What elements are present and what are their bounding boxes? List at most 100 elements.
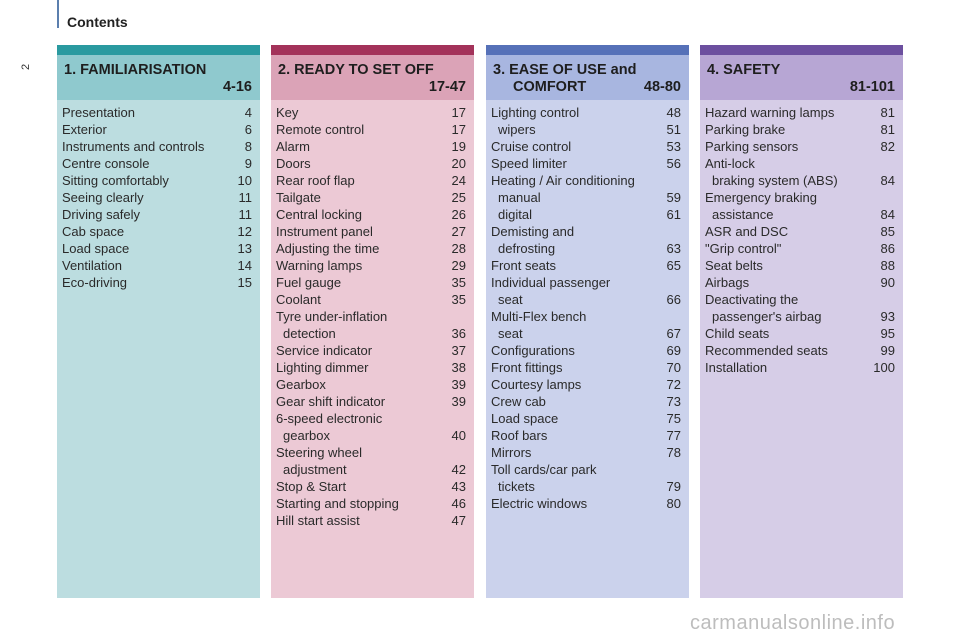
toc-entry[interactable]: Gear shift indicator 39	[276, 393, 466, 410]
toc-entry[interactable]: Parking brake 81	[705, 121, 895, 138]
toc-entry[interactable]: Sitting comfortably 10	[62, 172, 252, 189]
toc-entry[interactable]: braking system (ABS) 84	[705, 172, 895, 189]
toc-entry-label: Roof bars	[491, 428, 548, 443]
section-range: 4-16	[222, 79, 252, 95]
toc-entry-page: 20	[451, 156, 466, 171]
toc-entry[interactable]: Roof bars 77	[491, 427, 681, 444]
toc-entry[interactable]: Gearbox 39	[276, 376, 466, 393]
toc-entry[interactable]: defrosting 63	[491, 240, 681, 257]
toc-entry[interactable]: Remote control 17	[276, 121, 466, 138]
toc-entry[interactable]: passenger's airbag 93	[705, 308, 895, 325]
toc-entry[interactable]: Toll cards/car park	[491, 461, 681, 478]
toc-entry[interactable]: Centre console 9	[62, 155, 252, 172]
toc-entry[interactable]: digital 61	[491, 206, 681, 223]
toc-entry[interactable]: Steering wheel	[276, 444, 466, 461]
toc-entry[interactable]: Parking sensors 82	[705, 138, 895, 155]
toc-entry-label: Load space	[491, 411, 559, 426]
toc-entry-label: Deactivating the	[705, 292, 799, 307]
toc-entry[interactable]: Installation 100	[705, 359, 895, 376]
toc-entry[interactable]: Lighting dimmer 38	[276, 359, 466, 376]
toc-entry[interactable]: tickets 79	[491, 478, 681, 495]
toc-entry[interactable]: adjustment 42	[276, 461, 466, 478]
toc-entry[interactable]: 6-speed electronic	[276, 410, 466, 427]
toc-entry[interactable]: Starting and stopping 46	[276, 495, 466, 512]
section-header[interactable]: 3. EASE OF USE and COMFORT 48-80	[486, 55, 689, 100]
toc-entry-label: Presentation	[62, 105, 135, 120]
toc-entry[interactable]: Fuel gauge 35	[276, 274, 466, 291]
toc-entry-label: "Grip control"	[705, 241, 782, 256]
toc-entry[interactable]: seat 66	[491, 291, 681, 308]
toc-entry[interactable]: Load space 13	[62, 240, 252, 257]
toc-entry[interactable]: Service indicator 37	[276, 342, 466, 359]
toc-entry[interactable]: Instrument panel 27	[276, 223, 466, 240]
toc-entry[interactable]: Recommended seats 99	[705, 342, 895, 359]
toc-entry[interactable]: Key 17	[276, 104, 466, 121]
toc-entry[interactable]: assistance 84	[705, 206, 895, 223]
toc-entry[interactable]: Eco-driving 15	[62, 274, 252, 291]
toc-entry[interactable]: Front fittings 70	[491, 359, 681, 376]
toc-entry[interactable]: Child seats 95	[705, 325, 895, 342]
toc-entry[interactable]: Tailgate 25	[276, 189, 466, 206]
toc-entry[interactable]: manual 59	[491, 189, 681, 206]
toc-entry[interactable]: Airbags 90	[705, 274, 895, 291]
toc-entry-label: Cab space	[62, 224, 125, 239]
toc-entry[interactable]: Heating / Air conditioning	[491, 172, 681, 189]
toc-entry[interactable]: seat 67	[491, 325, 681, 342]
toc-entry[interactable]: Driving safely 11	[62, 206, 252, 223]
toc-entry-label: Child seats	[705, 326, 770, 341]
toc-entry-page: 38	[451, 360, 466, 375]
toc-entry[interactable]: Electric windows 80	[491, 495, 681, 512]
toc-entry[interactable]: Front seats 65	[491, 257, 681, 274]
toc-entry[interactable]: Individual passenger	[491, 274, 681, 291]
toc-entry[interactable]: wipers 51	[491, 121, 681, 138]
toc-entry[interactable]: Configurations 69	[491, 342, 681, 359]
toc-entry-label: Airbags	[705, 275, 750, 290]
toc-entry[interactable]: Emergency braking	[705, 189, 895, 206]
section-header[interactable]: 2. READY TO SET OFF 17-47	[271, 55, 474, 100]
toc-entry[interactable]: Coolant 35	[276, 291, 466, 308]
toc-entry-page: 6	[244, 122, 252, 137]
toc-entry[interactable]: Speed limiter 56	[491, 155, 681, 172]
toc-entry[interactable]: Tyre under-inflation	[276, 308, 466, 325]
toc-entry[interactable]: "Grip control" 86	[705, 240, 895, 257]
toc-entry[interactable]: Demisting and	[491, 223, 681, 240]
toc-entry[interactable]: Ventilation 14	[62, 257, 252, 274]
toc-entry[interactable]: Courtesy lamps 72	[491, 376, 681, 393]
toc-entry-page: 56	[666, 156, 681, 171]
section-items: Lighting control 48 wipers 51 Cruise control…	[486, 100, 689, 598]
toc-entry[interactable]: Warning lamps 29	[276, 257, 466, 274]
section-header[interactable]: 4. SAFETY 81-101	[700, 55, 903, 100]
toc-entry[interactable]: Adjusting the time 28	[276, 240, 466, 257]
toc-entry-label: Central locking	[276, 207, 362, 222]
toc-entry[interactable]: Cab space 12	[62, 223, 252, 240]
toc-entry[interactable]: Lighting control 48	[491, 104, 681, 121]
toc-entry[interactable]: ASR and DSC 85	[705, 223, 895, 240]
toc-entry[interactable]: Hazard warning lamps 81	[705, 104, 895, 121]
toc-entry[interactable]: Instruments and controls 8	[62, 138, 252, 155]
toc-entry[interactable]: Mirrors 78	[491, 444, 681, 461]
toc-entry-page: 11	[238, 190, 253, 205]
toc-entry[interactable]: Deactivating the	[705, 291, 895, 308]
section-items: Presentation 4 Exterior 6 Instruments and co…	[57, 100, 260, 598]
toc-entry[interactable]: Central locking 26	[276, 206, 466, 223]
toc-entry-label: adjustment	[283, 462, 347, 477]
toc-entry[interactable]: Seeing clearly 11	[62, 189, 252, 206]
toc-entry[interactable]: Hill start assist 47	[276, 512, 466, 529]
toc-entry[interactable]: Stop & Start 43	[276, 478, 466, 495]
toc-entry[interactable]: Rear roof flap 24	[276, 172, 466, 189]
toc-entry[interactable]: Exterior 6	[62, 121, 252, 138]
toc-entry[interactable]: Seat belts 88	[705, 257, 895, 274]
toc-entry[interactable]: Crew cab 73	[491, 393, 681, 410]
section-header[interactable]: 1. FAMILIARISATION 4-16	[57, 55, 260, 100]
toc-entry[interactable]: Presentation 4	[62, 104, 252, 121]
toc-entry[interactable]: Load space 75	[491, 410, 681, 427]
toc-entry[interactable]: gearbox 40	[276, 427, 466, 444]
toc-entry[interactable]: Multi-Flex bench	[491, 308, 681, 325]
toc-entry[interactable]: Alarm 19	[276, 138, 466, 155]
toc-entry[interactable]: detection 36	[276, 325, 466, 342]
toc-entry[interactable]: Doors 20	[276, 155, 466, 172]
toc-entry-page: 11	[238, 207, 253, 222]
toc-entry-label: Mirrors	[491, 445, 532, 460]
toc-entry[interactable]: Anti-lock	[705, 155, 895, 172]
toc-entry[interactable]: Cruise control 53	[491, 138, 681, 155]
